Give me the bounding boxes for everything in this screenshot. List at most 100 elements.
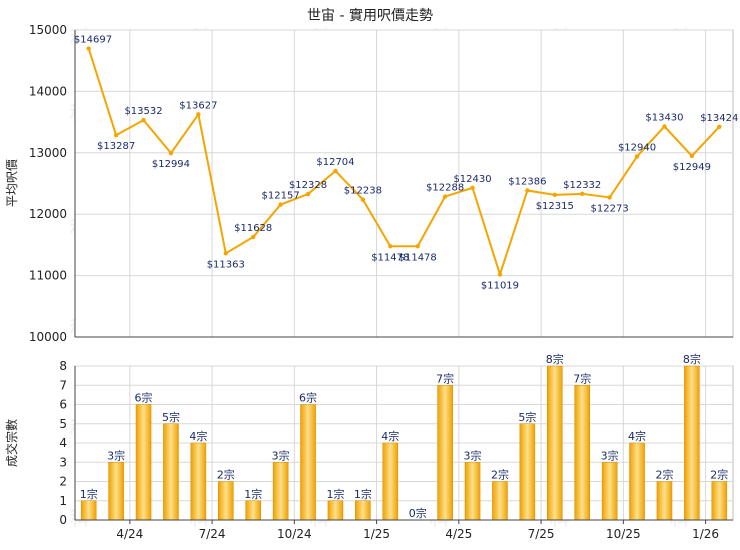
volume-data-label: 2宗 <box>491 468 509 482</box>
price-data-label: $13430 <box>645 112 683 123</box>
price-point <box>86 46 91 51</box>
volume-data-label: 6宗 <box>135 391 153 405</box>
volume-tick-label: 7 <box>59 378 67 392</box>
volume-bar <box>601 462 618 521</box>
price-tick-label: 11000 <box>29 269 67 283</box>
price-data-label: $11628 <box>234 223 272 234</box>
volume-bar <box>382 442 399 521</box>
volume-data-label: 2宗 <box>655 468 673 482</box>
volume-data-label: 1宗 <box>244 487 262 501</box>
volume-data-label: 1宗 <box>326 487 344 501</box>
volume-data-label: 4宗 <box>189 429 207 443</box>
volume-bar <box>163 423 179 521</box>
volume-tick-label: 2 <box>59 475 67 489</box>
volume-data-label: 5宗 <box>162 410 180 424</box>
volume-data-label: 0宗 <box>409 506 427 520</box>
price-point <box>689 153 695 159</box>
price-point <box>415 244 420 249</box>
price-point <box>113 132 119 138</box>
price-plot-area <box>74 29 734 338</box>
x-tick-label: 4/25 <box>445 527 472 541</box>
volume-bar <box>218 481 234 521</box>
volume-bar <box>574 385 590 521</box>
price-tick-label: 10000 <box>29 330 67 344</box>
volume-data-label: 3宗 <box>464 448 482 462</box>
price-data-label: $12704 <box>316 157 354 168</box>
price-panel: 10000 11000 12000 13000 14000 15000 $14697 $132… <box>29 23 739 344</box>
volume-bar <box>108 462 124 521</box>
volume-data-label: 7宗 <box>573 371 591 385</box>
price-data-label: $12273 <box>591 203 629 214</box>
price-data-label: $11478 <box>371 252 409 263</box>
volume-axis-label: 成交宗數 <box>4 419 19 467</box>
price-tick-label: 12000 <box>29 207 67 221</box>
volume-bar <box>656 481 673 521</box>
volume-bar <box>190 442 207 521</box>
volume-data-label: 2宗 <box>710 468 728 482</box>
price-data-label: $12315 <box>536 201 574 212</box>
price-data-label: $12238 <box>344 186 382 197</box>
volume-tick-label: 6 <box>59 398 67 412</box>
price-point <box>388 244 393 249</box>
volume-tick-label: 0 <box>59 513 67 527</box>
x-tick-label: 10/24 <box>277 527 312 541</box>
price-point <box>251 234 256 240</box>
volume-bar <box>547 365 563 521</box>
volume-data-label: 3宗 <box>107 448 125 462</box>
volume-bar <box>684 365 700 521</box>
price-point <box>278 202 283 207</box>
price-data-label: $13532 <box>124 106 162 117</box>
volume-data-label: 7宗 <box>436 371 454 385</box>
volume-data-label: 4宗 <box>628 429 646 443</box>
price-data-label: $12157 <box>262 191 300 202</box>
volume-data-label: 4宗 <box>381 429 399 443</box>
price-point <box>717 124 722 129</box>
price-point <box>442 194 448 199</box>
volume-bar <box>80 500 97 521</box>
volume-data-label: 3宗 <box>601 448 619 462</box>
volume-data-label: 8宗 <box>546 352 564 366</box>
price-data-label: $12994 <box>152 159 190 170</box>
price-data-label: $13424 <box>700 113 738 124</box>
chart-title: 世宙 - 實用呎價走勢 <box>307 7 433 24</box>
price-point <box>497 272 503 277</box>
price-data-label: $12430 <box>453 174 491 185</box>
price-point <box>470 185 475 190</box>
price-data-label: $11019 <box>481 280 519 291</box>
price-data-label: $12949 <box>673 162 711 173</box>
x-tick-label: 10/25 <box>606 527 641 541</box>
volume-bar <box>492 481 508 521</box>
volume-data-label: 3宗 <box>272 448 290 462</box>
volume-bar <box>327 500 344 521</box>
price-data-label: $13287 <box>97 141 135 152</box>
price-tick-label: 14000 <box>29 84 67 98</box>
volume-panel: 0 1 2 3 4 5 6 7 8 1宗 3宗 6宗 5宗 4宗 2宗 1宗 3宗 6宗 1宗 1宗 4宗 0宗 7宗 3宗 2… <box>59 352 734 541</box>
volume-data-label: 5宗 <box>518 410 536 424</box>
price-data-label: $12386 <box>508 176 546 187</box>
volume-tick-label: 3 <box>59 455 67 469</box>
volume-bar <box>464 462 481 521</box>
price-point <box>634 154 640 159</box>
volume-tick-label: 8 <box>59 359 67 373</box>
price-tick-label: 13000 <box>29 146 67 160</box>
price-data-label: $13627 <box>179 100 217 111</box>
price-point <box>360 197 366 202</box>
volume-data-label: 1宗 <box>80 487 98 501</box>
volume-data-label: 6宗 <box>299 391 317 405</box>
price-point <box>607 195 612 200</box>
price-point <box>305 191 311 197</box>
volume-tick-label: 1 <box>59 494 67 508</box>
price-point <box>662 124 667 129</box>
price-data-label: $12940 <box>618 142 656 153</box>
volume-bar <box>300 404 316 521</box>
x-tick-label: 4/24 <box>116 527 143 541</box>
x-tick-label: 1/25 <box>363 527 390 541</box>
price-point <box>223 251 228 256</box>
x-tick-label: 7/24 <box>199 527 226 541</box>
volume-bar <box>245 500 261 521</box>
volume-tick-label: 5 <box>59 417 67 431</box>
volume-bar <box>272 462 289 521</box>
volume-data-label: 8宗 <box>683 352 701 366</box>
